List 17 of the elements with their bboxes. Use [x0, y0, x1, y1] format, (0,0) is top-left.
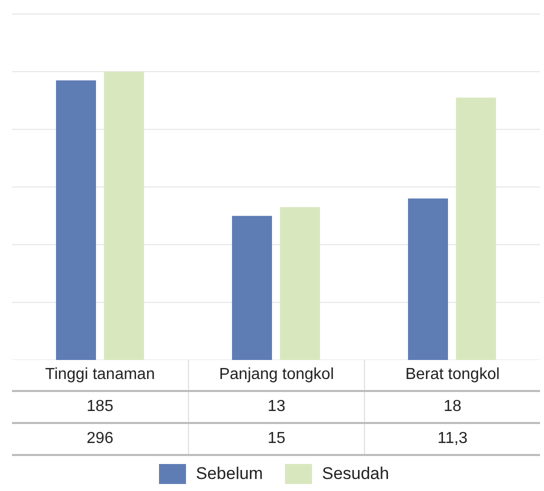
text: 13	[188, 392, 364, 422]
bar	[280, 207, 320, 360]
text: 15	[188, 424, 364, 454]
bar	[56, 80, 96, 360]
legend-label: Sesudah	[322, 464, 390, 484]
bar	[408, 198, 448, 360]
text: 296	[86, 429, 114, 449]
text: 18	[364, 392, 540, 422]
x-tick-label: Tinggi tanaman	[44, 365, 156, 385]
x-tick-label: Panjang tongkol	[188, 360, 364, 390]
bar	[456, 98, 496, 360]
bar	[104, 72, 144, 360]
text: 185	[86, 397, 114, 417]
x-tick-label: Berat tongkol	[364, 360, 540, 390]
bar	[232, 216, 272, 360]
text: 11,3	[364, 424, 540, 454]
legend-label: Sebelum	[196, 464, 263, 484]
